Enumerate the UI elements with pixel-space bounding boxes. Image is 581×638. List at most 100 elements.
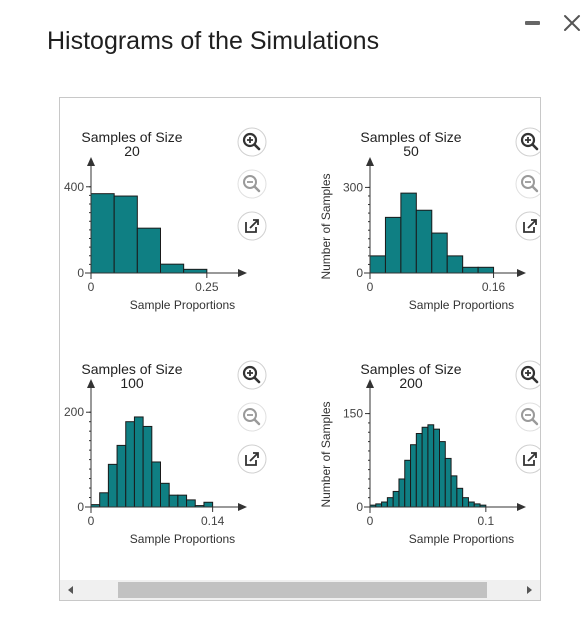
histograms-panel: Samples of Size 20 0 400 0 0.25 Sample Proport… — [59, 97, 541, 601]
zoom-in-icon — [515, 360, 541, 390]
histogram-0: Samples of Size 20 0 400 0 0.25 Sample Proport… — [64, 129, 247, 312]
y-axis-label: Number of Samples — [319, 173, 333, 279]
histogram-bar — [451, 476, 457, 507]
histogram-bar — [422, 427, 428, 507]
popout-button[interactable] — [237, 444, 267, 474]
histogram-bar — [108, 464, 117, 507]
x-tick-label: 0.16 — [482, 280, 506, 294]
x-axis-label: Sample Proportions — [130, 298, 235, 312]
plot-title: Samples of Size 200 — [360, 361, 461, 391]
x-tick-label: 0.14 — [201, 514, 225, 528]
x-axis-label: Sample Proportions — [409, 532, 514, 546]
y-axis-arrow — [366, 379, 374, 388]
histogram-bar — [126, 422, 135, 507]
y-tick-label: 0 — [356, 500, 363, 514]
zoom-out-icon — [515, 169, 541, 199]
y-tick-label: 300 — [343, 180, 363, 194]
popout-icon — [515, 211, 541, 241]
histogram-bar — [401, 193, 416, 273]
y-tick-label: 0 — [356, 266, 363, 280]
x-axis-arrow — [238, 269, 247, 277]
histogram-bar — [416, 434, 422, 507]
histogram-bar — [416, 210, 431, 273]
y-axis-arrow — [366, 157, 374, 166]
histogram-bar — [393, 491, 399, 507]
zoom-in-icon — [237, 127, 267, 157]
histogram-bar — [405, 460, 411, 507]
y-axis-label: Number of Samples — [319, 401, 333, 507]
histogram-bar — [399, 479, 405, 507]
close-button[interactable] — [561, 12, 581, 34]
y-tick-label: 200 — [64, 405, 84, 419]
histogram-bar — [445, 458, 451, 507]
histogram-1: Samples of Size 50 0 300 0 0.16 Sample Proport… — [319, 129, 526, 312]
popout-button[interactable] — [237, 211, 267, 241]
zoom-out-icon — [237, 169, 267, 199]
zoom-out-button[interactable] — [515, 402, 541, 432]
popout-button[interactable] — [515, 444, 541, 474]
x-tick-label: 0 — [367, 280, 374, 294]
scroll-right-button[interactable] — [520, 580, 538, 600]
scroll-left-button[interactable] — [62, 580, 80, 600]
popout-button[interactable] — [515, 211, 541, 241]
y-tick-label: 150 — [343, 407, 363, 421]
histogram-3: Samples of Size 200 0 150 0 0.1 Sample Proport… — [319, 361, 526, 546]
histogram-bar — [463, 267, 478, 273]
y-tick-label: 400 — [64, 180, 84, 194]
zoom-in-button[interactable] — [515, 127, 541, 157]
close-icon — [561, 12, 581, 34]
zoom-in-button[interactable] — [515, 360, 541, 390]
histogram-bar — [187, 500, 196, 507]
histogram-bar — [385, 217, 400, 273]
zoom-out-icon — [515, 402, 541, 432]
x-tick-label: 0 — [367, 514, 374, 528]
zoom-out-button[interactable] — [237, 402, 267, 432]
x-tick-label: 0 — [88, 514, 95, 528]
zoom-out-button[interactable] — [515, 169, 541, 199]
histogram-bar — [432, 233, 447, 273]
histogram-bar — [370, 256, 385, 273]
arrow-right-icon — [520, 580, 538, 600]
zoom-in-button[interactable] — [237, 127, 267, 157]
histogram-bar — [184, 269, 207, 273]
histogram-bar — [428, 425, 434, 507]
histogram-bar — [169, 495, 178, 507]
histogram-bar — [382, 502, 388, 507]
y-axis-arrow — [87, 379, 95, 388]
y-axis-arrow — [87, 157, 95, 166]
zoom-in-icon — [237, 360, 267, 390]
popout-icon — [515, 444, 541, 474]
minimize-icon — [525, 21, 540, 25]
x-axis-arrow — [517, 269, 526, 277]
plot-title: Samples of Size 50 — [360, 129, 461, 159]
histogram-bar — [161, 264, 184, 273]
zoom-in-button[interactable] — [237, 360, 267, 390]
plot-title: Samples of Size 100 — [81, 361, 182, 391]
histogram-bar — [152, 462, 161, 507]
horizontal-scrollbar[interactable] — [60, 580, 540, 600]
histogram-bar — [457, 488, 463, 507]
histogram-bar — [114, 196, 137, 273]
zoom-out-icon — [237, 402, 267, 432]
popout-icon — [237, 211, 267, 241]
histogram-bar — [143, 426, 152, 507]
histogram-bar — [161, 483, 170, 507]
x-tick-label: 0 — [88, 280, 95, 294]
minimize-button[interactable] — [523, 12, 543, 32]
scroll-thumb[interactable] — [118, 582, 487, 598]
histogram-2: Samples of Size 100 0 200 0 0.14 Sample Propor… — [64, 361, 247, 546]
zoom-out-button[interactable] — [237, 169, 267, 199]
arrow-left-icon — [62, 580, 80, 600]
histogram-bar — [178, 495, 187, 507]
x-axis-arrow — [517, 503, 526, 511]
popout-icon — [237, 444, 267, 474]
histogram-bar — [478, 267, 493, 273]
y-tick-label: 0 — [77, 266, 84, 280]
histogram-bar — [440, 442, 446, 507]
dialog-title: Histograms of the Simulations — [47, 27, 379, 56]
plot-title: Samples of Size 20 — [81, 129, 182, 159]
y-tick-label: 0 — [77, 500, 84, 514]
histogram-bar — [468, 502, 474, 507]
histogram-bar — [117, 445, 126, 507]
